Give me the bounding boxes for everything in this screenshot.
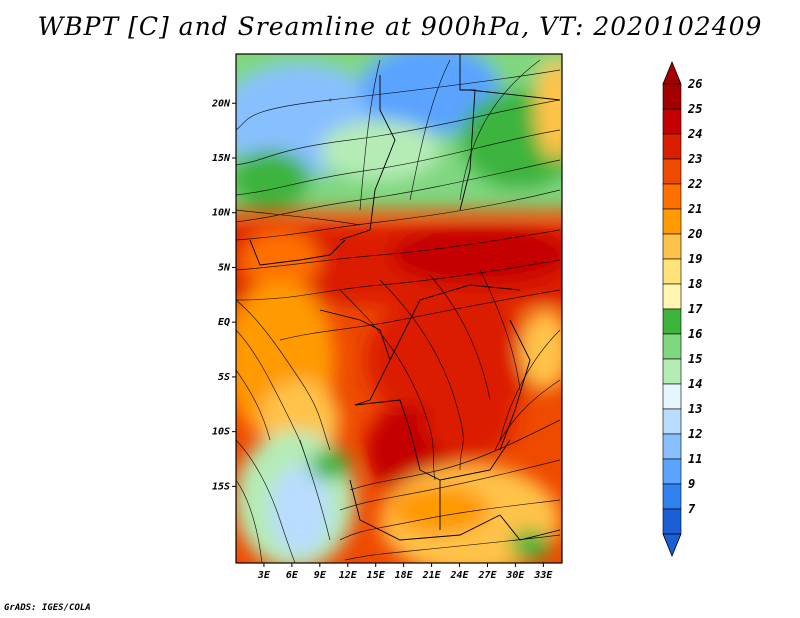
colorbar-segment <box>662 433 682 460</box>
country-borders <box>249 54 561 541</box>
lon-tick-label: 21E <box>422 570 442 581</box>
colorbar-segment <box>662 208 682 235</box>
colorbar-label: 17 <box>688 302 703 316</box>
colorbar-label: 12 <box>688 427 702 441</box>
colorbar-segment <box>662 133 682 160</box>
lat-tick-label: 5S <box>218 372 230 383</box>
colorbar-label: 26 <box>687 77 702 91</box>
lon-tick-label: 9E <box>314 570 327 581</box>
colorbar-label: 16 <box>688 327 702 341</box>
colorbar-segment <box>662 333 682 360</box>
wbpt-field <box>236 54 562 563</box>
colorbar-segment <box>662 308 682 335</box>
colorbar-label: 7 <box>688 502 696 516</box>
lon-tick-label: 33E <box>533 570 553 581</box>
lon-tick-label: 6E <box>286 570 299 581</box>
colorbar-segment <box>662 83 682 110</box>
lon-tick-label: 30E <box>505 570 525 581</box>
colorbar-segment <box>662 408 682 435</box>
colorbar-segment <box>662 233 682 260</box>
colorbar-segment <box>662 383 682 410</box>
map-frame <box>235 53 563 564</box>
streamlines <box>236 59 561 563</box>
lat-tick-label: 10N <box>212 208 231 219</box>
colorbar-label: 18 <box>688 277 702 291</box>
colorbar-label: 23 <box>687 152 702 166</box>
colorbar-label: 19 <box>688 252 702 266</box>
lat-tick-label: 5N <box>218 262 231 273</box>
chart-title: WBPT [C] and Sreamline at 900hPa, VT: 20… <box>37 12 763 41</box>
colorbar-segment <box>662 183 682 210</box>
colorbar-segment <box>662 358 682 385</box>
colorbar-segment <box>662 108 682 135</box>
colorbar-segment <box>662 458 682 485</box>
colorbar-label: 20 <box>687 227 702 241</box>
colorbar-segment <box>662 483 682 510</box>
colorbar-segment <box>662 508 682 535</box>
colorbar-label: 9 <box>688 477 695 491</box>
colorbar-label: 15 <box>688 352 702 366</box>
lon-tick-label: 15E <box>367 570 386 581</box>
grads-credit: GrADS: IGES/COLA <box>4 603 91 613</box>
colorbar-label: 14 <box>688 377 702 391</box>
lat-tick-label: EQ <box>218 317 230 328</box>
lon-tick-label: 18E <box>395 570 414 581</box>
lat-tick-label: 20N <box>211 98 231 109</box>
latitude-axis: 20N 15N 10N 5N EQ 5S 10S 15S <box>211 98 236 492</box>
colorbar-label: 22 <box>687 177 702 191</box>
lon-tick-label: 27E <box>477 570 497 581</box>
colorbar-segment <box>662 158 682 185</box>
colorbar-label: 24 <box>687 127 702 141</box>
longitude-axis: 3E 6E 9E 12E 15E 18E 21E 24E 27E 30E 33E <box>257 563 553 581</box>
lat-tick-label: 15S <box>212 481 230 492</box>
colorbar: 26 25 24 23 22 21 20 19 18 17 16 15 14 13 12 11 9 7 <box>662 60 703 558</box>
colorbar-top-cap <box>662 60 682 85</box>
colorbar-bottom-cap <box>662 533 682 558</box>
lon-tick-label: 12E <box>339 570 358 581</box>
colorbar-label: 11 <box>688 452 702 466</box>
colorbar-label: 21 <box>687 202 702 216</box>
colorbar-segment <box>662 283 682 310</box>
lat-tick-label: 10S <box>212 427 230 438</box>
colorbar-label: 25 <box>687 102 702 116</box>
lon-tick-label: 3E <box>257 570 271 581</box>
colorbar-label: 13 <box>688 402 702 416</box>
lat-tick-label: 15N <box>212 153 231 164</box>
lon-tick-label: 24E <box>450 570 470 581</box>
colorbar-segment <box>662 258 682 285</box>
